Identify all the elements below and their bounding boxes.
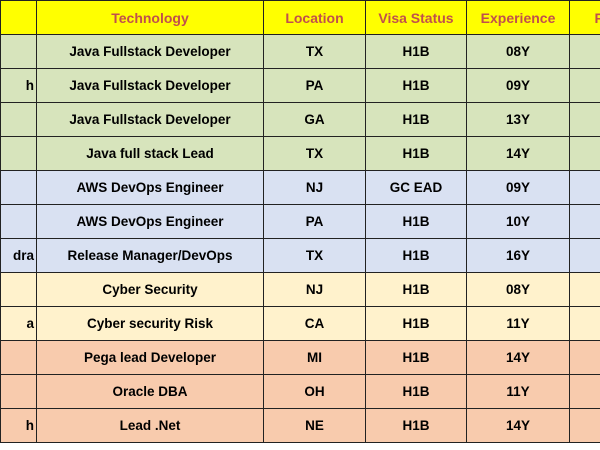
cell-experience: 10Y [466, 204, 570, 239]
cell-rate [569, 306, 600, 341]
cell-location: TX [263, 238, 366, 273]
header-technology: Technology [36, 0, 264, 35]
cell-visa: H1B [365, 68, 467, 103]
cell-rate [569, 34, 600, 69]
cell-technology: AWS DevOps Engineer [36, 204, 264, 239]
cell-location: TX [263, 136, 366, 171]
cell-technology: Lead .Net [36, 408, 264, 443]
cell-location: TX [263, 34, 366, 69]
cell-visa: H1B [365, 340, 467, 375]
cell-experience: 13Y [466, 102, 570, 137]
header-row: Technology Location Visa Status Experien… [0, 0, 600, 35]
table-row: Java full stack Lead TX H1B 14Y [0, 136, 600, 171]
cell-experience: 14Y [466, 408, 570, 443]
table-row: AWS DevOps Engineer PA H1B 10Y [0, 204, 600, 239]
cell-experience: 08Y [466, 34, 570, 69]
cell-name [0, 340, 37, 375]
cell-experience: 11Y [466, 306, 570, 341]
cell-visa: H1B [365, 102, 467, 137]
cell-experience: 14Y [466, 136, 570, 171]
cell-technology: Java full stack Lead [36, 136, 264, 171]
cell-technology: Oracle DBA [36, 374, 264, 409]
table-row: dra Release Manager/DevOps TX H1B 16Y [0, 238, 600, 273]
cell-experience: 08Y [466, 272, 570, 307]
cell-rate [569, 102, 600, 137]
cell-location: OH [263, 374, 366, 409]
cell-visa: H1B [365, 34, 467, 69]
cell-name [0, 204, 37, 239]
header-location: Location [263, 0, 366, 35]
cell-rate [569, 68, 600, 103]
cell-experience: 11Y [466, 374, 570, 409]
cell-location: MI [263, 340, 366, 375]
cell-location: PA [263, 204, 366, 239]
table-row: h Lead .Net NE H1B 14Y [0, 408, 600, 443]
cell-technology: Pega lead Developer [36, 340, 264, 375]
cell-location: NJ [263, 170, 366, 205]
table-row: AWS DevOps Engineer NJ GC EAD 09Y [0, 170, 600, 205]
cell-name [0, 102, 37, 137]
cell-visa: H1B [365, 204, 467, 239]
cell-visa: H1B [365, 136, 467, 171]
cell-experience: 16Y [466, 238, 570, 273]
cell-location: NE [263, 408, 366, 443]
cell-name: a [0, 306, 37, 341]
cell-technology: Java Fullstack Developer [36, 102, 264, 137]
cell-rate [569, 204, 600, 239]
cell-technology: Cyber Security [36, 272, 264, 307]
cell-name: h [0, 68, 37, 103]
cell-location: GA [263, 102, 366, 137]
cell-visa: H1B [365, 374, 467, 409]
table-row: Oracle DBA OH H1B 11Y [0, 374, 600, 409]
cell-name: h [0, 408, 37, 443]
cell-experience: 09Y [466, 170, 570, 205]
table-row: Cyber Security NJ H1B 08Y [0, 272, 600, 307]
cell-technology: Release Manager/DevOps [36, 238, 264, 273]
cell-rate [569, 374, 600, 409]
cell-location: CA [263, 306, 366, 341]
cell-location: PA [263, 68, 366, 103]
cell-location: NJ [263, 272, 366, 307]
cell-name [0, 136, 37, 171]
table-row: Pega lead Developer MI H1B 14Y [0, 340, 600, 375]
cell-technology: AWS DevOps Engineer [36, 170, 264, 205]
cell-rate [569, 238, 600, 273]
cell-rate [569, 408, 600, 443]
cell-rate [569, 340, 600, 375]
table-row: h Java Fullstack Developer PA H1B 09Y [0, 68, 600, 103]
cell-technology: Cyber security Risk [36, 306, 264, 341]
cell-technology: Java Fullstack Developer [36, 68, 264, 103]
cell-visa: GC EAD [365, 170, 467, 205]
cell-rate [569, 136, 600, 171]
header-name [0, 0, 37, 35]
cell-name: dra [0, 238, 37, 273]
cell-visa: H1B [365, 408, 467, 443]
cell-visa: H1B [365, 238, 467, 273]
cell-rate [569, 170, 600, 205]
table-row: a Cyber security Risk CA H1B 11Y [0, 306, 600, 341]
table-row: Java Fullstack Developer TX H1B 08Y [0, 34, 600, 69]
cell-experience: 09Y [466, 68, 570, 103]
cell-visa: H1B [365, 272, 467, 307]
header-visa-status: Visa Status [365, 0, 467, 35]
cell-name [0, 170, 37, 205]
cell-name [0, 374, 37, 409]
cell-name [0, 34, 37, 69]
header-rate: R [569, 0, 600, 35]
cell-rate [569, 272, 600, 307]
header-experience: Experience [466, 0, 570, 35]
cell-experience: 14Y [466, 340, 570, 375]
cell-technology: Java Fullstack Developer [36, 34, 264, 69]
table-row: Java Fullstack Developer GA H1B 13Y [0, 102, 600, 137]
cell-visa: H1B [365, 306, 467, 341]
cell-name [0, 272, 37, 307]
